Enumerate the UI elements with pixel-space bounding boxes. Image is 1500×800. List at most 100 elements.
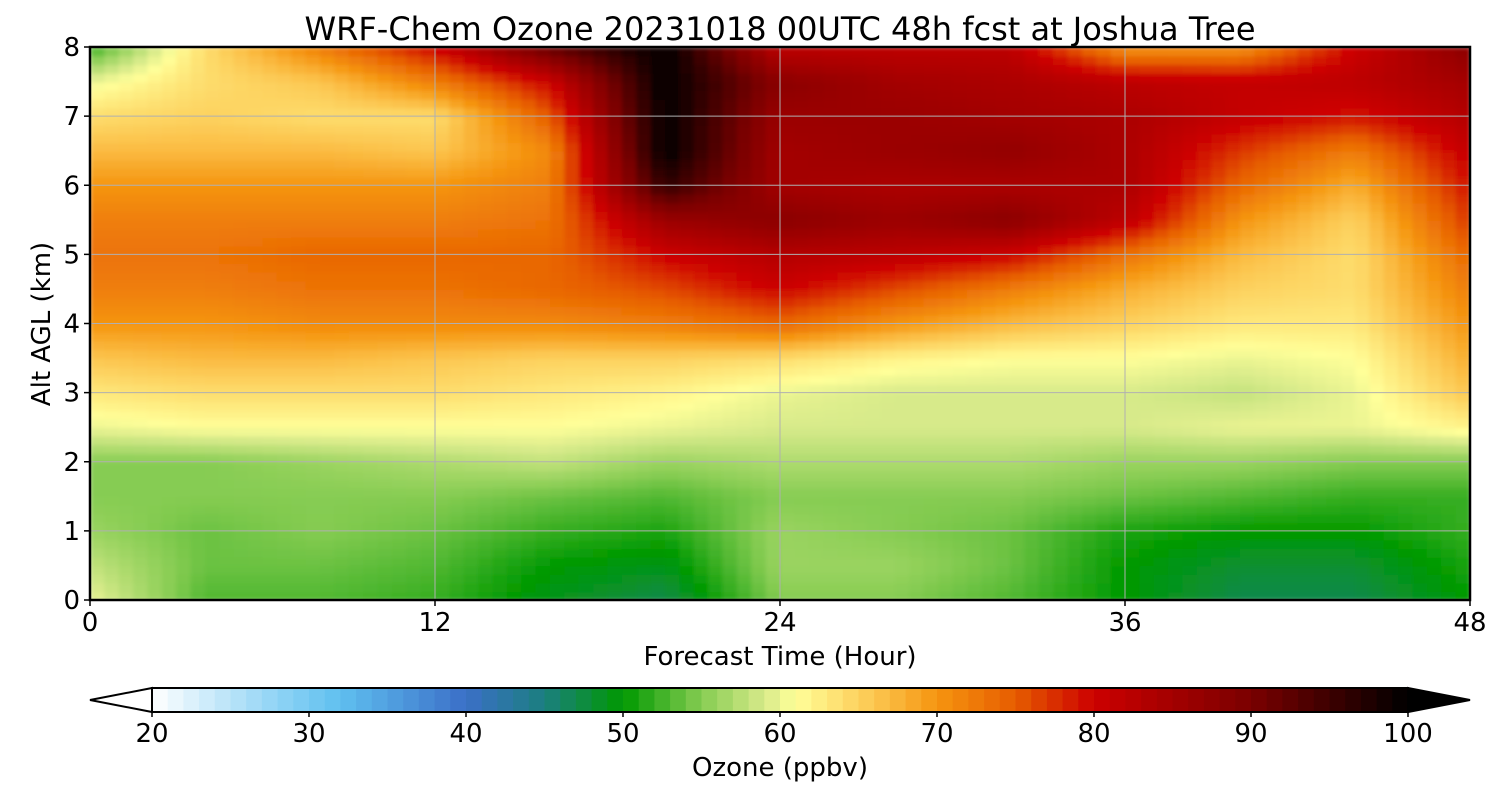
heatmap-cell: [1153, 358, 1169, 368]
heatmap-cell: [909, 461, 925, 472]
heatmap-cell: [1340, 418, 1356, 428]
heatmap-cell: [1426, 349, 1443, 359]
heatmap-cell: [621, 340, 638, 351]
heatmap-cell: [780, 159, 796, 169]
heatmap-cell: [1340, 444, 1356, 454]
heatmap-cell: [938, 479, 954, 489]
heatmap-cell: [1053, 237, 1069, 247]
heatmap-cell: [233, 470, 249, 480]
heatmap-cell: [923, 237, 939, 247]
heatmap-cell: [320, 193, 336, 204]
heatmap-cell: [118, 530, 134, 541]
heatmap-cell: [1110, 548, 1126, 558]
heatmap-cell: [1053, 219, 1069, 230]
heatmap-cell: [880, 513, 896, 524]
heatmap-cell: [1081, 167, 1098, 178]
heatmap-cell: [938, 496, 954, 506]
heatmap-cell: [923, 193, 939, 204]
heatmap-cell: [391, 556, 408, 567]
heatmap-cell: [1081, 453, 1098, 463]
heatmap-cell: [1196, 237, 1213, 247]
heatmap-cell: [492, 453, 508, 463]
heatmap-cell: [535, 556, 551, 567]
heatmap-cell: [880, 263, 896, 273]
heatmap-cell: [463, 496, 479, 506]
heatmap-cell: [1441, 280, 1457, 290]
heatmap-cell: [909, 193, 925, 204]
heatmap-cell: [550, 211, 566, 221]
heatmap-cell: [377, 375, 393, 385]
heatmap-cell: [176, 383, 192, 394]
heatmap-cell: [1125, 288, 1141, 299]
heatmap-cell: [923, 444, 939, 454]
heatmap-cell: [492, 332, 508, 342]
heatmap-cell: [1067, 245, 1083, 256]
heatmap-cell: [377, 418, 393, 428]
heatmap-cell: [708, 358, 724, 368]
heatmap-cell: [1441, 211, 1457, 221]
heatmap-cell: [780, 435, 796, 446]
heatmap-cell: [1024, 193, 1040, 204]
heatmap-cell: [1139, 513, 1155, 524]
heatmap-cell: [593, 288, 609, 299]
heatmap-cell: [1240, 314, 1256, 325]
heatmap-cell: [463, 219, 479, 230]
heatmap-cell: [1340, 383, 1356, 394]
heatmap-cell: [1297, 340, 1313, 351]
heatmap-cell: [449, 358, 465, 368]
heatmap-cell: [233, 167, 249, 178]
heatmap-cell: [808, 409, 824, 420]
heatmap-cell: [492, 185, 508, 195]
heatmap-cell: [564, 496, 580, 506]
heatmap-cell: [1326, 228, 1342, 238]
heatmap-cell: [305, 288, 321, 299]
heatmap-cell: [133, 375, 149, 385]
heatmap-cell: [751, 522, 767, 532]
heatmap-cell: [1426, 254, 1443, 264]
heatmap-cell: [1254, 280, 1270, 290]
heatmap-cell: [334, 245, 350, 256]
heatmap-cell: [708, 349, 724, 359]
heatmap-cell: [866, 159, 882, 169]
heatmap-cell: [1283, 314, 1299, 325]
heatmap-cell: [1196, 539, 1213, 549]
heatmap-cell: [521, 556, 537, 567]
heatmap-cell: [1125, 271, 1141, 282]
heatmap-cell: [1398, 530, 1414, 541]
heatmap-cell: [1340, 314, 1356, 325]
heatmap-cell: [1326, 383, 1342, 394]
heatmap-cell: [1168, 539, 1184, 549]
heatmap-cell: [765, 228, 781, 238]
heatmap-cell: [693, 513, 709, 524]
heatmap-cell: [104, 366, 120, 377]
heatmap-cell: [851, 176, 868, 187]
heatmap-cell: [1053, 565, 1069, 575]
heatmap-cell: [765, 176, 781, 187]
heatmap-cell: [406, 487, 422, 498]
heatmap-cell: [665, 332, 681, 342]
heatmap-cell: [305, 314, 321, 325]
heatmap-cell: [449, 176, 465, 187]
heatmap-cell: [248, 254, 264, 264]
heatmap-cell: [780, 401, 796, 411]
heatmap-cell: [1139, 193, 1155, 204]
heatmap-cell: [1369, 591, 1385, 600]
heatmap-cell: [909, 435, 925, 446]
heatmap-cell: [722, 470, 738, 480]
heatmap-cell: [693, 565, 709, 575]
heatmap-cell: [794, 228, 810, 238]
heatmap-cell: [765, 306, 781, 316]
heatmap-cell: [478, 202, 494, 212]
heatmap-cell: [291, 332, 307, 342]
heatmap-cell: [1398, 297, 1414, 308]
heatmap-cell: [506, 263, 523, 273]
heatmap-cell: [621, 470, 638, 480]
heatmap-cell: [1355, 358, 1371, 368]
heatmap-cell: [621, 548, 638, 558]
heatmap-cell: [952, 314, 968, 325]
heatmap-cell: [1081, 349, 1098, 359]
heatmap-cell: [1297, 496, 1313, 506]
heatmap-cell: [1426, 237, 1443, 247]
heatmap-cell: [320, 556, 336, 567]
heatmap-cell: [952, 323, 968, 333]
